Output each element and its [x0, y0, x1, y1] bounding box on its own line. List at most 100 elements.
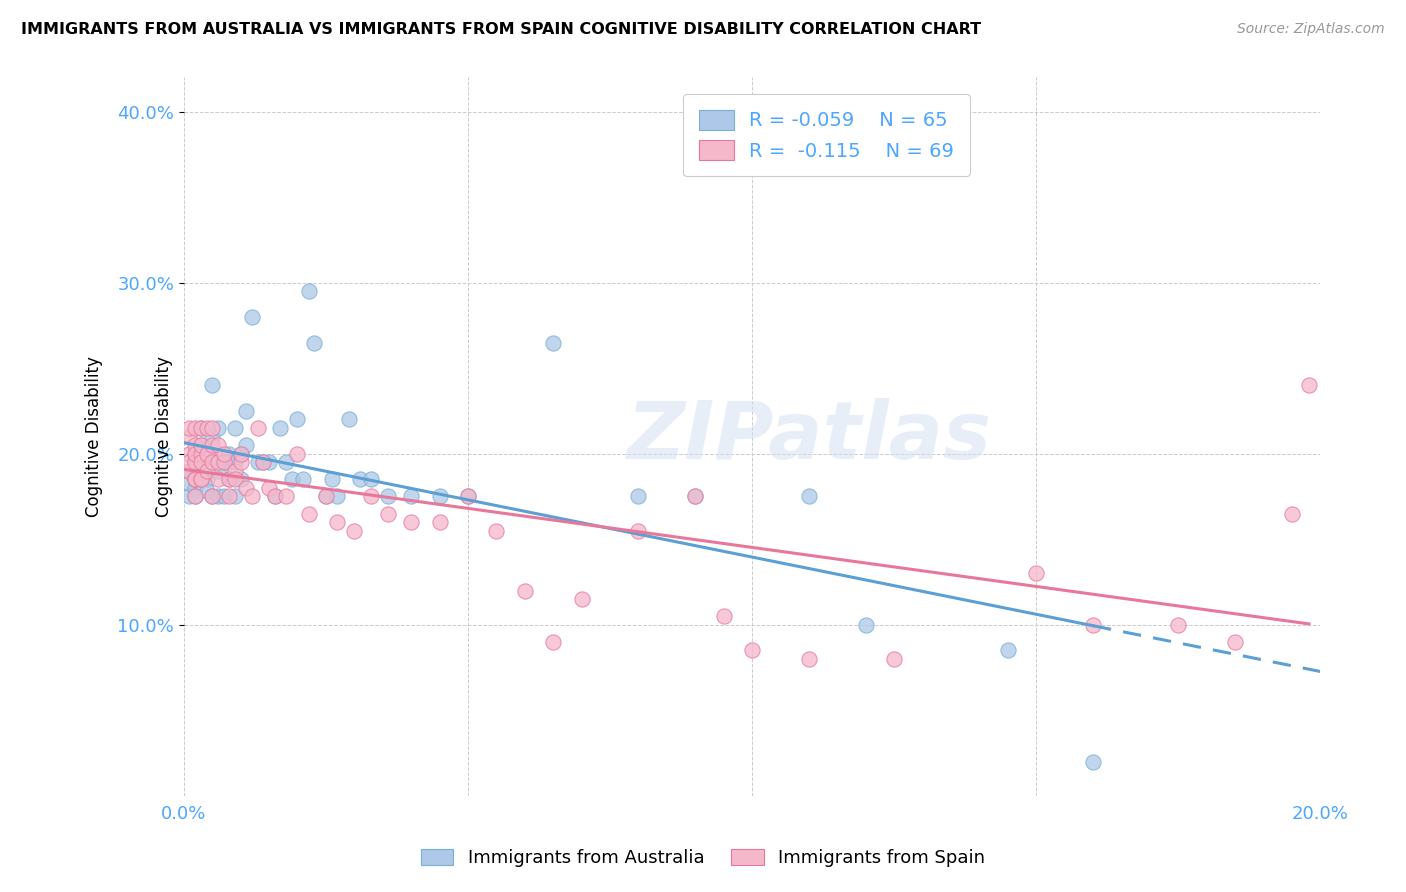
- Point: [190, 447, 212, 461]
- Point: [343, 524, 366, 538]
- Point: [179, 464, 201, 478]
- Point: [1223, 635, 1246, 649]
- Point: [190, 455, 212, 469]
- Point: [190, 472, 212, 486]
- Point: [190, 438, 212, 452]
- Point: [263, 490, 285, 504]
- Point: [195, 447, 218, 461]
- Point: [274, 490, 297, 504]
- Point: [399, 515, 422, 529]
- Point: [399, 490, 422, 504]
- Point: [201, 421, 224, 435]
- Point: [184, 490, 207, 504]
- Point: [457, 490, 479, 504]
- Text: IMMIGRANTS FROM AUSTRALIA VS IMMIGRANTS FROM SPAIN COGNITIVE DISABILITY CORRELAT: IMMIGRANTS FROM AUSTRALIA VS IMMIGRANTS …: [21, 22, 981, 37]
- Point: [184, 472, 207, 486]
- Point: [190, 421, 212, 435]
- Point: [349, 472, 371, 486]
- Point: [683, 490, 706, 504]
- Point: [292, 472, 315, 486]
- Point: [201, 438, 224, 452]
- Point: [184, 472, 207, 486]
- Point: [1081, 755, 1104, 769]
- Point: [315, 490, 337, 504]
- Point: [184, 481, 207, 495]
- Point: [997, 643, 1019, 657]
- Point: [190, 447, 212, 461]
- Point: [541, 635, 564, 649]
- Y-axis label: Cognitive Disability: Cognitive Disability: [155, 356, 173, 517]
- Point: [627, 490, 650, 504]
- Point: [190, 438, 212, 452]
- Point: [1167, 617, 1189, 632]
- Point: [263, 490, 285, 504]
- Point: [235, 404, 257, 418]
- Point: [218, 472, 240, 486]
- Point: [184, 421, 207, 435]
- Point: [235, 438, 257, 452]
- Point: [190, 472, 212, 486]
- Point: [337, 412, 360, 426]
- Point: [190, 455, 212, 469]
- Point: [298, 284, 321, 298]
- Point: [195, 464, 218, 478]
- Point: [184, 447, 207, 461]
- Point: [201, 490, 224, 504]
- Point: [201, 455, 224, 469]
- Point: [1281, 507, 1303, 521]
- Point: [195, 447, 218, 461]
- Point: [257, 481, 280, 495]
- Point: [252, 455, 274, 469]
- Point: [1025, 566, 1047, 581]
- Point: [627, 524, 650, 538]
- Point: [252, 455, 274, 469]
- Legend: R = -0.059    N = 65, R =  -0.115    N = 69: R = -0.059 N = 65, R = -0.115 N = 69: [683, 95, 970, 177]
- Point: [184, 438, 207, 452]
- Point: [429, 515, 451, 529]
- Point: [212, 447, 235, 461]
- Point: [218, 472, 240, 486]
- Point: [287, 412, 309, 426]
- Point: [326, 490, 349, 504]
- Point: [184, 464, 207, 478]
- Point: [304, 335, 326, 350]
- Point: [224, 472, 246, 486]
- Point: [287, 447, 309, 461]
- Point: [190, 464, 212, 478]
- Point: [224, 464, 246, 478]
- Point: [195, 484, 218, 499]
- Legend: Immigrants from Australia, Immigrants from Spain: Immigrants from Australia, Immigrants fr…: [413, 841, 993, 874]
- Point: [429, 490, 451, 504]
- Point: [179, 475, 201, 490]
- Point: [212, 455, 235, 469]
- Point: [257, 455, 280, 469]
- Point: [229, 455, 252, 469]
- Point: [207, 455, 229, 469]
- Point: [360, 472, 382, 486]
- Point: [184, 447, 207, 461]
- Point: [246, 455, 269, 469]
- Point: [195, 421, 218, 435]
- Point: [855, 617, 877, 632]
- Point: [184, 455, 207, 469]
- Point: [218, 455, 240, 469]
- Point: [683, 490, 706, 504]
- Point: [179, 429, 201, 443]
- Point: [240, 310, 263, 324]
- Point: [1081, 617, 1104, 632]
- Point: [201, 490, 224, 504]
- Point: [229, 472, 252, 486]
- Point: [797, 652, 820, 666]
- Point: [207, 421, 229, 435]
- Point: [240, 490, 263, 504]
- Point: [713, 609, 735, 624]
- Point: [201, 378, 224, 392]
- Text: ZIPatlas: ZIPatlas: [627, 398, 991, 475]
- Point: [207, 490, 229, 504]
- Point: [184, 490, 207, 504]
- Point: [229, 447, 252, 461]
- Point: [179, 464, 201, 478]
- Point: [485, 524, 508, 538]
- Point: [224, 421, 246, 435]
- Point: [201, 429, 224, 443]
